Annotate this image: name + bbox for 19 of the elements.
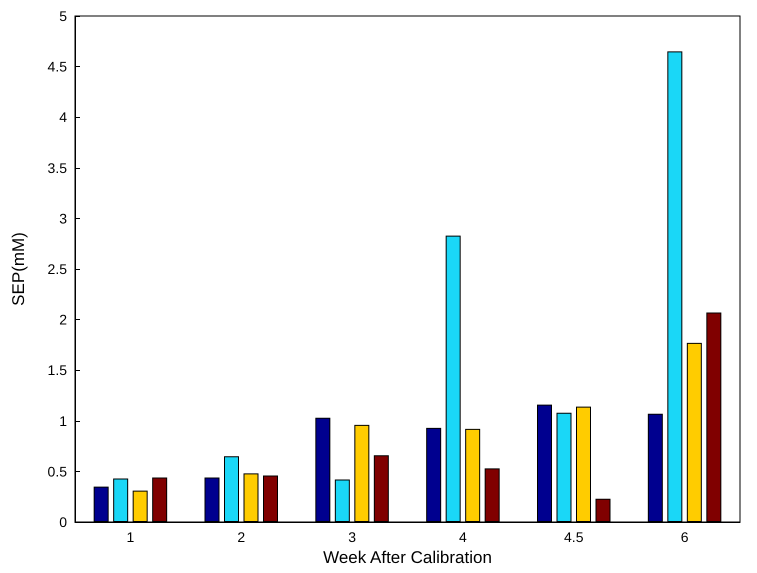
- x-tick-label: 2: [237, 529, 246, 545]
- x-tick-label: 1: [126, 529, 135, 545]
- y-tick-label: 1.5: [48, 362, 68, 378]
- y-tick-label: 2: [59, 312, 68, 328]
- y-tick-label: 4: [59, 109, 68, 126]
- y-axis-title: SEP(mM): [9, 232, 28, 306]
- x-tick-label: 4.5: [564, 529, 584, 545]
- y-tick-label: 0.5: [48, 463, 68, 480]
- x-tick-label: 4: [459, 529, 468, 545]
- x-tick-label: 6: [680, 529, 689, 545]
- y-tick-label: 4.5: [48, 58, 68, 75]
- y-tick-label: 1: [59, 412, 68, 429]
- y-tick-label: 0: [59, 514, 68, 530]
- x-tick-label: 3: [348, 529, 356, 545]
- y-tick-label: 5: [59, 8, 68, 24]
- y-tick-label: 3.5: [48, 160, 68, 176]
- y-tick-label: 2.5: [48, 261, 68, 277]
- x-axis-title: Week After Calibration: [323, 548, 492, 567]
- y-tick-label: 3: [59, 210, 68, 226]
